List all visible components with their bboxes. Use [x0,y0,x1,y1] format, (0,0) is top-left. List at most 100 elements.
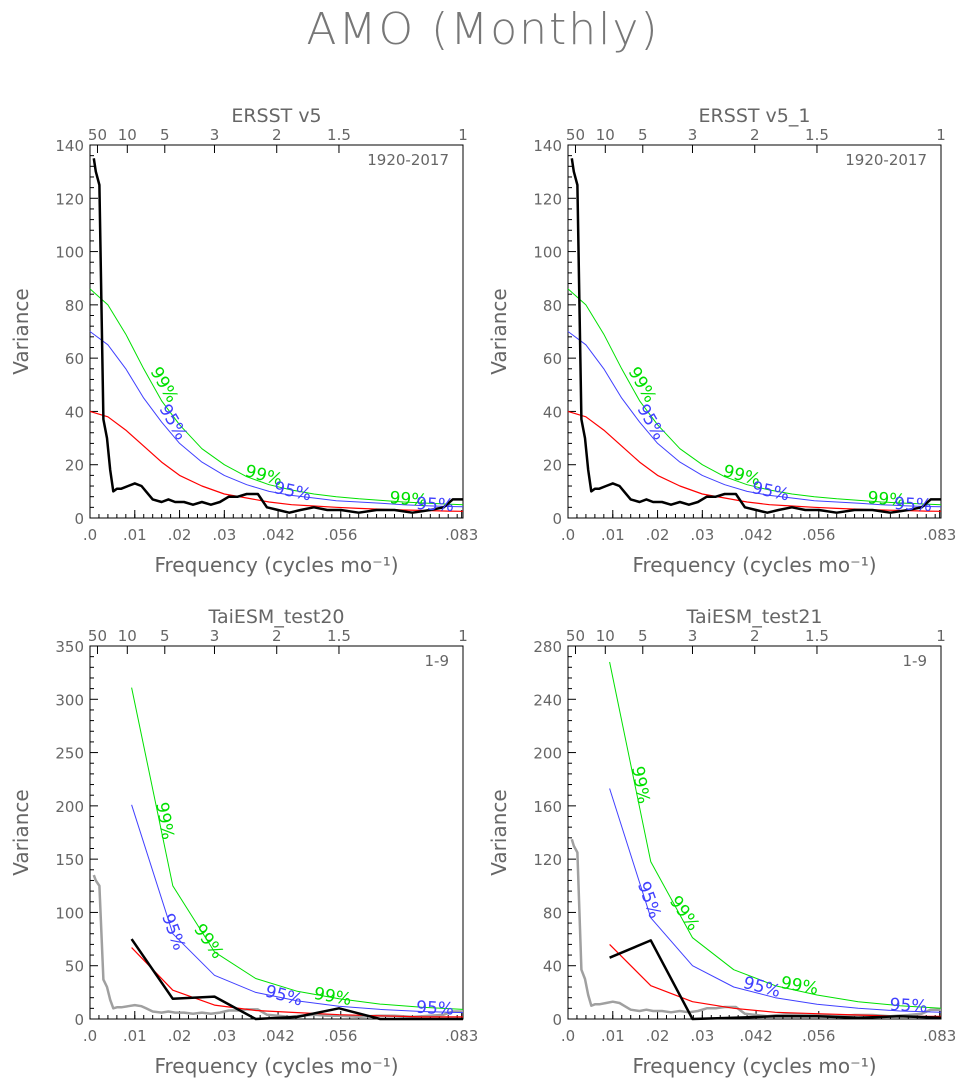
x-tick-label: .083 [923,526,956,544]
x-tick-label: .01 [123,1027,147,1045]
x-axis-label: Frequency (cycles mo⁻¹) [632,553,876,577]
series-confidence-99 [89,288,464,506]
x-tick-label: .083 [445,526,478,544]
period-label: 1920-2017 [367,151,449,169]
period-tick-label: 10 [596,126,615,144]
period-tick-label: 3 [210,627,220,645]
y-tick-label: 120 [533,851,562,869]
x-tick-label: .083 [923,1027,956,1045]
y-tick-label: 20 [543,457,562,475]
y-tick-label: 100 [55,244,84,262]
y-tick-label: 0 [74,1011,84,1029]
y-tick-label: 60 [65,350,84,368]
y-tick-label: 200 [533,745,562,763]
period-tick-label: 2 [272,126,282,144]
series-reference-observed [92,874,463,1019]
period-tick-label: 5 [638,627,648,645]
confidence-label: 95% [416,998,455,1020]
confidence-label: 99% [867,488,906,511]
x-tick-label: .01 [123,526,147,544]
y-tick-label: 150 [55,851,84,869]
confidence-label: 95% [272,478,313,505]
period-tick-label: 2 [750,627,760,645]
x-tick-label: .0 [83,1027,97,1045]
confidence-label: 99% [665,892,703,934]
confidence-label: 95% [750,478,791,505]
plot-frame [89,144,464,519]
confidence-label: 95% [889,995,928,1017]
period-tick-label: 5 [160,627,170,645]
panel-1: 0 20 40 60 80 100 120 140 .0 .01 .02 .03 .042 .056 .08… [9,105,478,577]
y-tick-label: 0 [552,510,562,528]
x-tick-label: .03 [690,526,714,544]
y-tick-label: 250 [55,745,84,763]
confidence-label: 95% [894,494,933,516]
y-tick-label: 60 [543,350,562,368]
period-tick-label: 50 [88,126,107,144]
confidence-label: 99% [312,984,353,1010]
period-tick-label: 50 [566,627,585,645]
period-tick-label: 10 [596,627,615,645]
y-tick-label: 80 [65,297,84,315]
series-confidence-99 [131,687,464,1010]
y-tick-label: 100 [55,904,84,922]
panel-title: ERSST v5 [231,105,321,127]
y-axis-label: Variance [9,789,33,875]
series-red-noise [567,410,942,512]
period-tick-label: 3 [688,627,698,645]
series-observed [570,158,941,514]
y-tick-label: 140 [533,137,562,155]
period-label: 1-9 [903,652,928,670]
x-tick-label: .056 [324,526,357,544]
period-tick-label: 3 [688,126,698,144]
y-tick-label: 0 [74,510,84,528]
period-tick-label: 1.5 [805,627,829,645]
panel-4: 0 40 80 120 160 200 240 280 .0 .01 .02 .03 .042 .056.… [487,606,956,1078]
period-tick-label: 10 [118,627,137,645]
panel-3: 050100150200250300350.0.01.02.03.042.056… [9,606,478,1078]
x-tick-label: .083 [445,1027,478,1045]
confidence-label: 95% [155,401,191,444]
y-axis-label: Variance [487,789,511,875]
y-axis-label: Variance [487,288,511,374]
period-tick-label: 1 [936,126,946,144]
x-tick-label: .0 [561,526,575,544]
panel-title: ERSST v5_1 [699,105,811,127]
y-tick-label: 20 [65,457,84,475]
x-axis-label: Frequency (cycles mo⁻¹) [632,1054,876,1078]
x-tick-label: .056 [324,1027,357,1045]
confidence-label: 95% [633,879,665,921]
period-tick-label: 1 [936,627,946,645]
x-tick-label: .056 [802,526,835,544]
y-tick-label: 80 [543,904,562,922]
confidence-label: 95% [157,911,189,953]
plot-frame [567,144,942,519]
y-tick-label: 280 [533,638,562,656]
period-tick-label: 1.5 [805,126,829,144]
panel-title: TaiESM_test20 [207,606,344,628]
period-tick-label: 1.5 [327,627,351,645]
x-tick-label: .01 [601,526,625,544]
y-tick-label: 200 [55,798,84,816]
series-confidence-95 [609,788,942,1013]
period-tick-label: 50 [566,126,585,144]
x-tick-label: .056 [802,1027,835,1045]
y-tick-label: 80 [543,297,562,315]
period-tick-label: 1 [458,126,468,144]
period-tick-label: 10 [118,126,137,144]
y-tick-label: 300 [55,691,84,709]
confidence-label: 95% [741,973,783,1002]
panel-2: 0 20 40 60 80 100 120 140 .0 .01 .02 .03 .042 .056 .08… [487,105,956,577]
y-tick-label: 100 [533,244,562,262]
confidence-label: 99% [389,488,428,511]
period-label: 1920-2017 [845,151,927,169]
y-tick-label: 40 [65,403,84,421]
period-tick-label: 1.5 [327,126,351,144]
series-confidence-99 [609,661,942,1009]
x-tick-label: .0 [561,1027,575,1045]
period-tick-label: 2 [750,126,760,144]
panel-title: TaiESM_test21 [685,606,822,628]
confidence-label: 99% [624,364,660,407]
series-red-noise [89,410,464,512]
